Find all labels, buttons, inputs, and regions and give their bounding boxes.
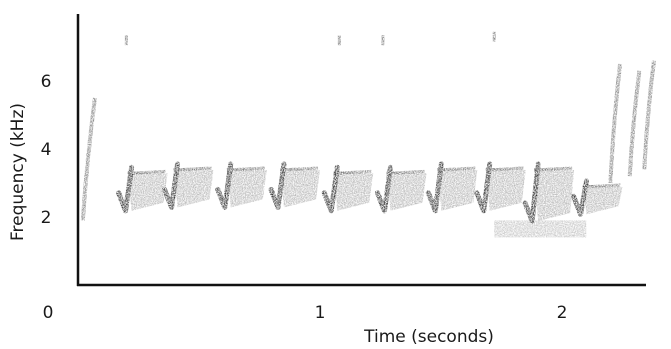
x-axis-title: Time (seconds): [363, 327, 494, 347]
note-syllable: [268, 161, 321, 210]
x-tick-label: 0: [43, 303, 54, 323]
note-syllable: [116, 164, 168, 214]
x-tick-labels: 0 1 2: [43, 303, 568, 323]
energy-speck: [337, 35, 341, 46]
note-syllable: [215, 161, 267, 210]
energy-haze: [494, 220, 587, 238]
note-syllable: [375, 164, 427, 214]
energy-speck: [381, 35, 385, 46]
energy-streak: [608, 63, 623, 184]
energy-speck: [124, 35, 128, 46]
x-tick-label: 1: [315, 303, 326, 323]
y-tick-label: 6: [41, 72, 52, 92]
note-syllable: [474, 161, 526, 214]
note-syllable: [162, 161, 214, 210]
energy-streak: [80, 97, 97, 221]
energy-speck: [492, 31, 496, 42]
x-tick-label: 2: [557, 303, 568, 323]
note-syllable: [571, 178, 623, 217]
y-tick-label: 4: [41, 140, 52, 160]
energy-streak: [627, 70, 642, 177]
y-axis-title: Frequency (kHz): [8, 103, 28, 241]
energy-streak: [642, 60, 656, 170]
spectrogram-energy: [80, 31, 656, 238]
note-syllable: [425, 161, 478, 214]
note-syllable: [321, 164, 374, 214]
y-tick-label: 2: [41, 208, 52, 228]
y-tick-labels: 2 4 6: [41, 72, 52, 228]
note-syllable: [522, 161, 575, 224]
axes: [76, 14, 646, 287]
